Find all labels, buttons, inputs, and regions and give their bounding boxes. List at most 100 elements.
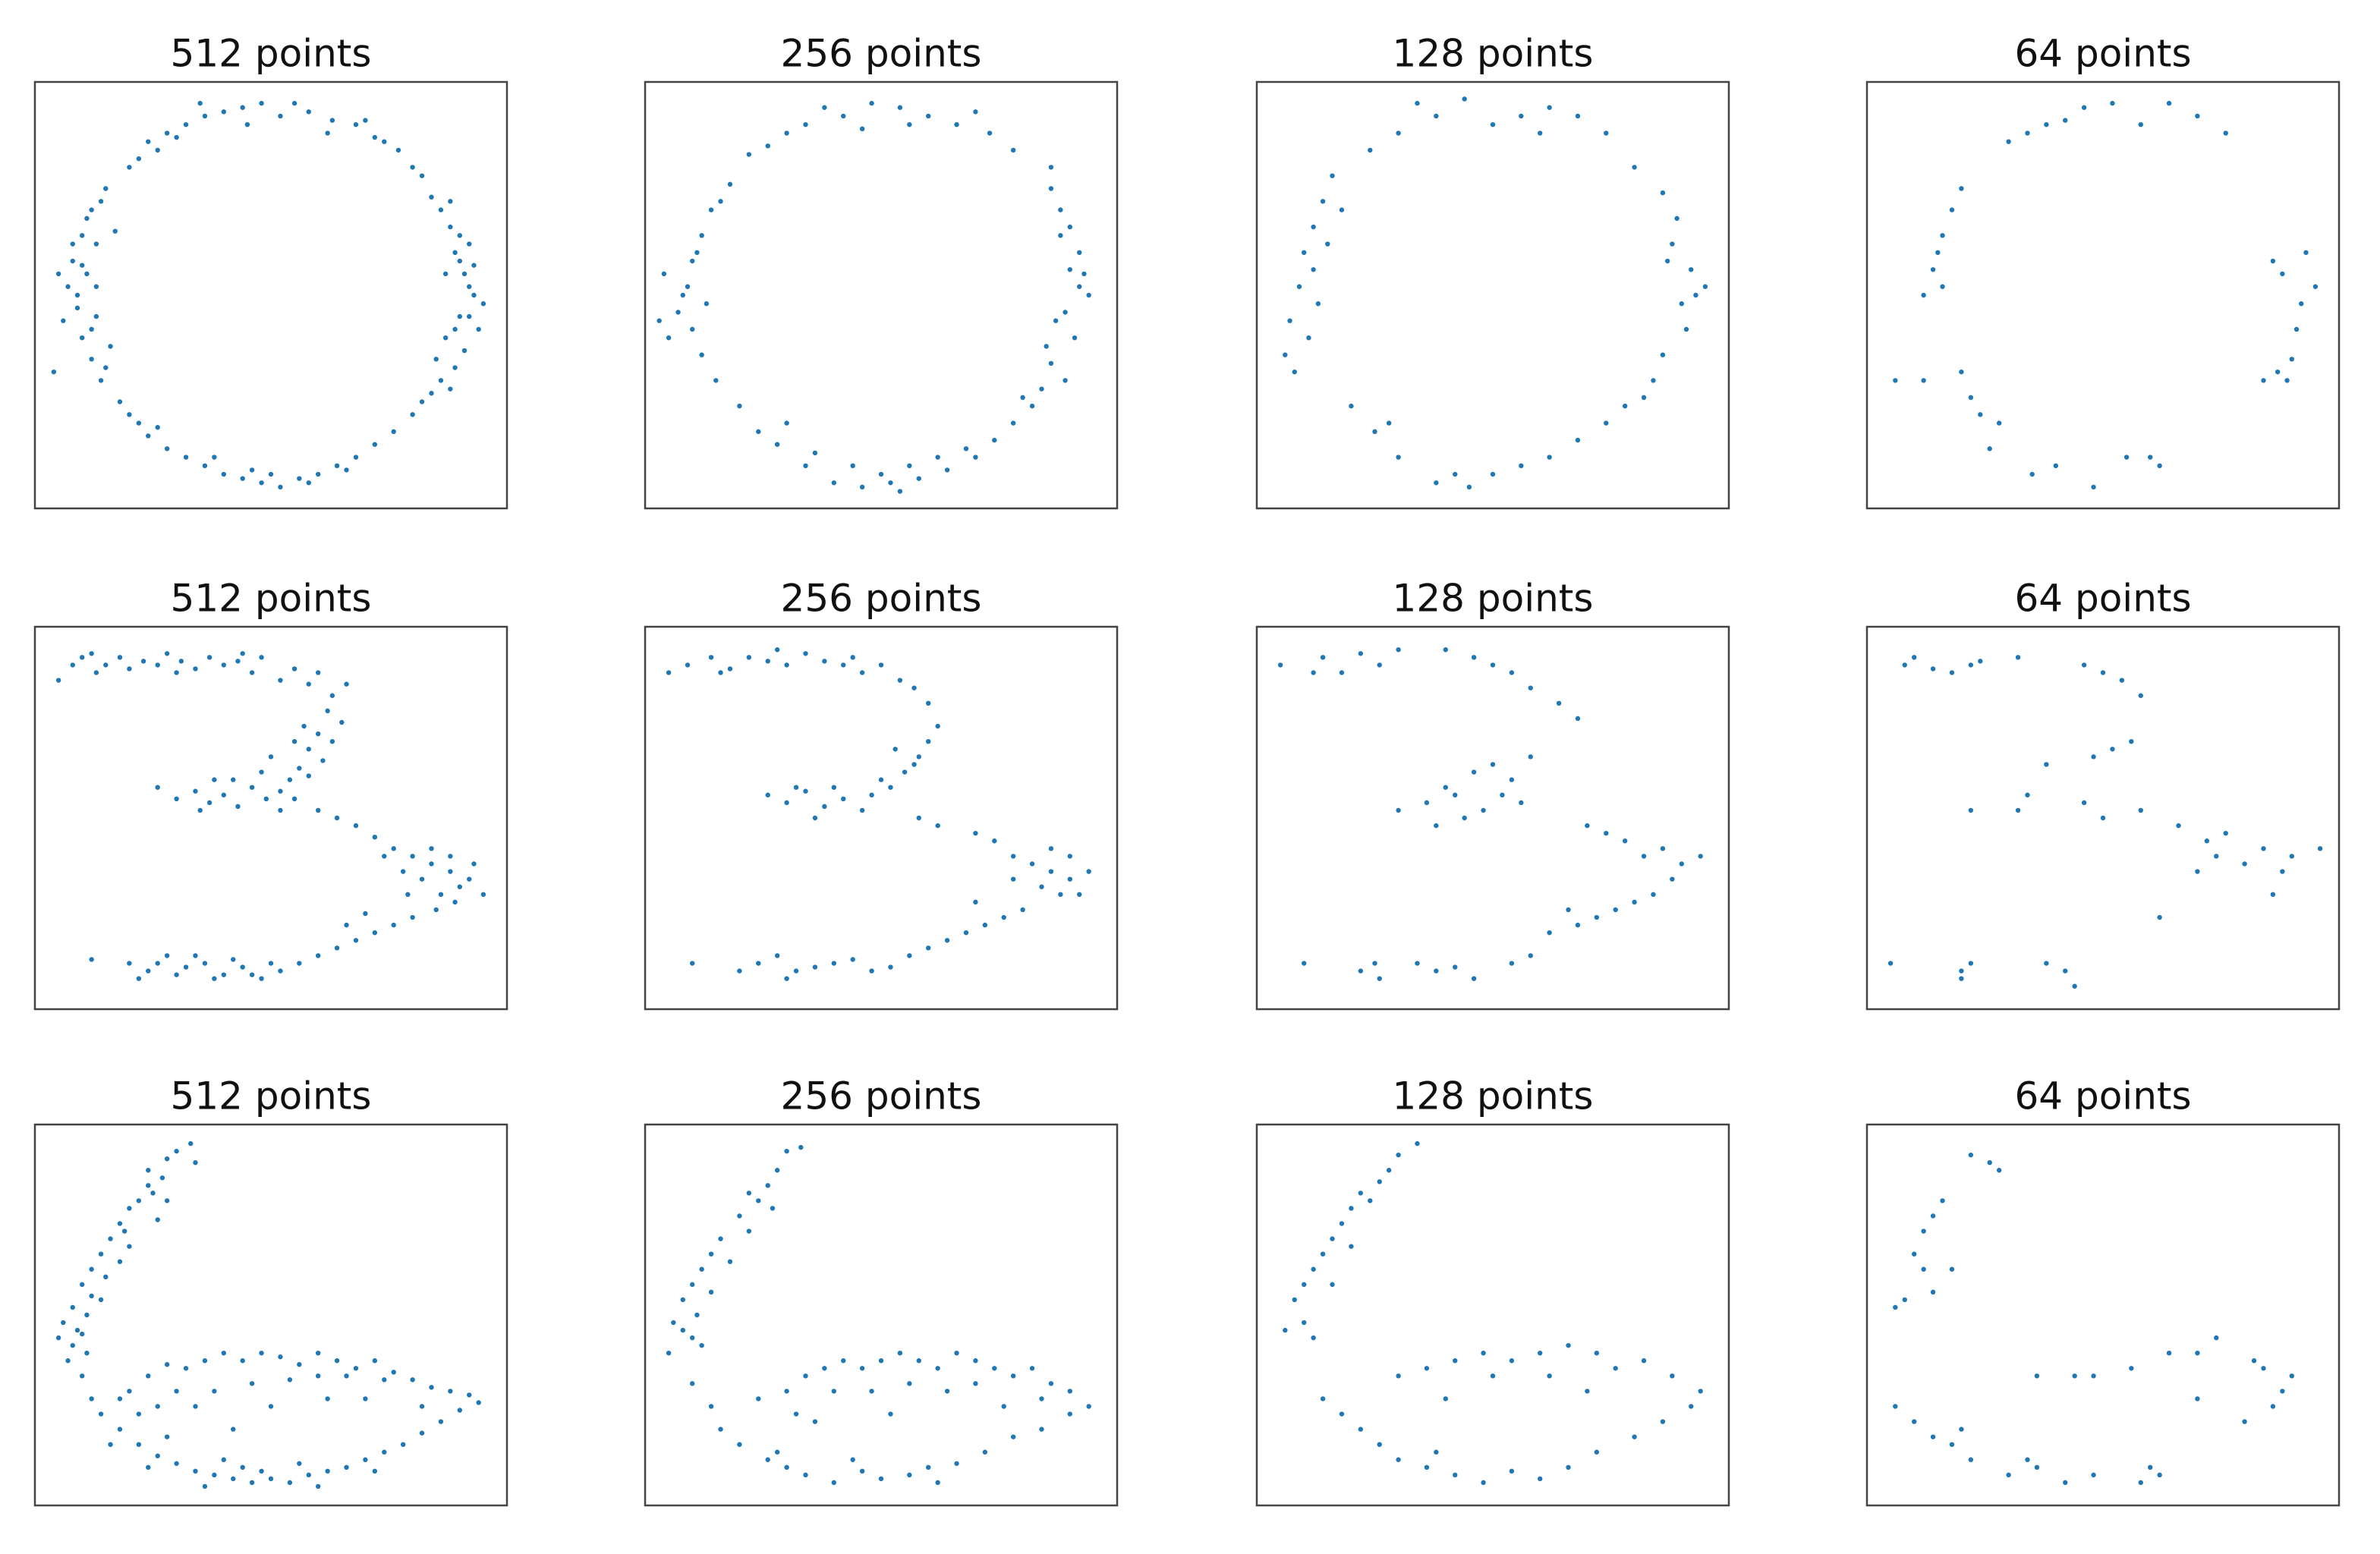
point [1067,1389,1073,1394]
point [155,1404,160,1409]
point [1462,815,1467,821]
point [1396,1457,1401,1462]
point [1039,1427,1044,1432]
point [164,446,170,451]
point [395,147,401,153]
point [297,1461,302,1466]
point [197,100,203,106]
point [480,301,486,307]
point [1443,785,1449,790]
point [1693,292,1698,298]
point [1893,378,1898,383]
point [320,758,326,763]
point [2063,1480,2068,1486]
point [2317,846,2323,851]
point [2176,823,2181,829]
point [1048,846,1054,851]
point [2293,326,2300,332]
point [803,1373,808,1379]
point [1292,1297,1297,1303]
point [774,442,780,447]
point [1053,318,1059,323]
point [1339,1411,1345,1417]
point [708,655,714,660]
point [784,131,789,136]
point [727,666,733,672]
point [1566,907,1571,913]
point [1311,1335,1316,1341]
point [2138,122,2143,127]
point [1396,807,1401,813]
point [212,976,217,981]
point [221,792,226,797]
point [2015,807,2021,813]
point [306,480,311,486]
point [746,152,752,157]
point [1622,838,1628,844]
point [1921,378,1926,383]
point [1058,207,1063,212]
point [1632,1434,1637,1439]
point [2100,670,2106,675]
point [1613,907,1618,913]
point [1978,659,1983,664]
point [127,1389,132,1394]
point [240,651,245,656]
panel-title: 512 points [171,1074,372,1118]
point [916,754,921,760]
point [2091,1472,2096,1478]
point [1377,662,1382,668]
point [2195,1351,2200,1356]
point [1996,1168,2002,1173]
point [2015,655,2021,660]
point [178,659,184,664]
point [685,662,691,668]
point [382,854,387,859]
point [774,647,780,653]
point [202,113,208,119]
point [1339,207,1345,212]
point [259,769,264,775]
point [1424,800,1430,806]
point [382,139,387,144]
point [2081,662,2087,668]
point [2091,754,2096,760]
point [334,815,340,821]
point [2280,869,2285,874]
point [325,1468,330,1474]
point [429,194,434,200]
point [1358,651,1364,656]
point [263,796,269,802]
point [1453,964,1458,970]
point [1330,1282,1335,1288]
point [316,1373,321,1379]
point [400,869,406,874]
point [98,1251,104,1257]
point [1377,1442,1382,1447]
point [174,1148,179,1154]
point [268,961,274,966]
point [259,100,264,106]
point [859,484,865,490]
point [287,1377,293,1383]
point [1538,1476,1543,1482]
point [146,139,151,144]
point [1585,1389,1590,1394]
point [765,1457,770,1462]
point [117,1427,123,1432]
point [1670,241,1675,247]
point [306,681,311,687]
point [935,455,940,460]
point [1698,1389,1703,1394]
point [457,258,462,264]
point [2166,1351,2172,1356]
panel-frame [644,1123,1119,1507]
point [1287,318,1292,323]
point [193,1468,198,1474]
point [1339,1221,1345,1226]
point [419,173,425,178]
point [344,1464,349,1471]
point [1594,1449,1600,1455]
point [869,968,874,974]
point [1453,1472,1458,1478]
